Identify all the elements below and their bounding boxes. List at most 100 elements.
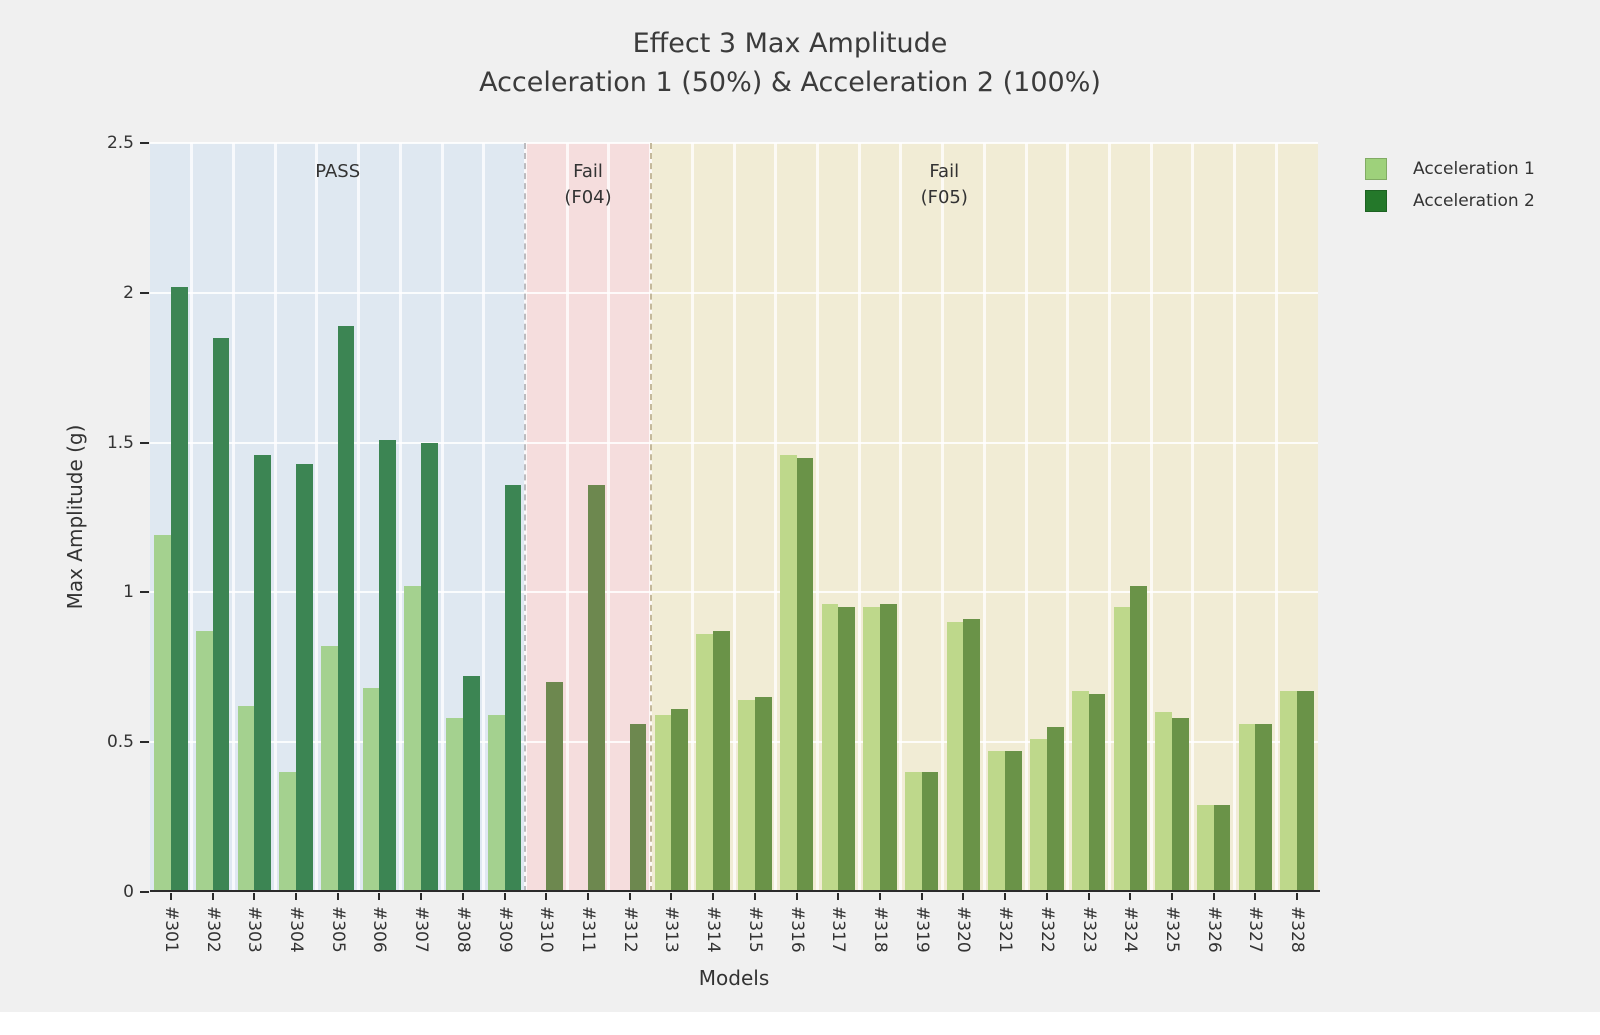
bar-accel1-325: [1155, 712, 1172, 892]
v-gridline: [231, 143, 235, 892]
chart-title: Effect 3 Max Amplitude Acceleration 1 (5…: [0, 24, 1580, 102]
x-tick-mark: [670, 893, 673, 900]
v-gridline: [1191, 143, 1195, 892]
bar-accel2-303: [254, 454, 271, 892]
bar-accel2-322: [1046, 727, 1064, 892]
x-tick-label: #301: [160, 906, 181, 953]
y-tick-mark: [140, 142, 149, 144]
bar-accel1-308: [446, 718, 463, 892]
v-gridline: [899, 143, 903, 892]
v-gridline: [357, 143, 361, 892]
y-tick-label: 2: [123, 282, 134, 303]
x-tick-mark: [1129, 893, 1132, 900]
x-tick-mark: [1045, 893, 1048, 900]
bar-accel2-321: [1005, 751, 1022, 892]
x-tick-mark: [503, 893, 506, 900]
y-tick-label: 0.5: [106, 732, 134, 753]
y-tick-label: 1: [123, 582, 134, 603]
bar-accel2-315: [754, 697, 772, 892]
legend-swatch-acceleration-2: [1365, 190, 1387, 212]
legend-row-acceleration-1: Acceleration 1: [1365, 158, 1535, 180]
bar-accel1-306: [362, 688, 380, 892]
x-axis-line: [150, 890, 1320, 892]
legend-row-acceleration-2: Acceleration 2: [1365, 190, 1535, 212]
x-tick-label: #328: [1287, 906, 1308, 953]
plot-area: PASS Fail (F04) Fail (F05): [150, 142, 1318, 892]
x-tick-mark: [169, 893, 172, 900]
x-tick-label: #312: [619, 906, 640, 953]
bar-accel2-301: [170, 286, 188, 892]
bar-accel2-308: [462, 676, 480, 892]
y-tick-label: 1.5: [106, 432, 134, 453]
bar-accel2-320: [963, 619, 981, 892]
x-tick-mark: [837, 893, 840, 900]
bar-accel1-317: [821, 604, 839, 892]
bar-accel1-309: [487, 715, 505, 892]
bar-accel2-325: [1172, 718, 1189, 892]
v-gridline: [774, 143, 778, 892]
bar-accel1-303: [237, 706, 255, 892]
bar-accel2-311: [588, 484, 605, 892]
x-tick-label: #306: [369, 906, 390, 953]
legend-label-acceleration-1: Acceleration 1: [1413, 159, 1535, 179]
chart-title-line1: Effect 3 Max Amplitude: [632, 28, 948, 59]
x-tick-mark: [545, 893, 548, 900]
bar-accel1-319: [905, 772, 922, 892]
v-gridline: [1233, 143, 1237, 892]
bar-accel2-323: [1088, 694, 1106, 892]
x-tick-label: #313: [661, 906, 682, 953]
x-tick-label: #321: [995, 906, 1016, 953]
bar-accel1-314: [696, 634, 714, 892]
y-tick-label: 0: [123, 882, 134, 902]
bar-accel2-328: [1297, 691, 1314, 892]
bar-accel2-318: [880, 604, 897, 892]
x-tick-label: #323: [1078, 906, 1099, 953]
x-tick-mark: [920, 893, 923, 900]
legend-swatch-acceleration-1: [1365, 158, 1387, 180]
region-label-fail-(f05): Fail (F05): [921, 159, 968, 211]
chart-title-line2: Acceleration 1 (50%) & Acceleration 2 (1…: [479, 67, 1101, 98]
v-gridline: [190, 143, 194, 892]
bar-accel1-328: [1280, 691, 1298, 892]
bar-accel1-313: [654, 715, 672, 892]
bar-accel1-316: [779, 454, 797, 892]
legend-label-acceleration-2: Acceleration 2: [1413, 191, 1535, 211]
x-tick-label: #311: [578, 906, 598, 953]
bar-accel1-318: [863, 607, 880, 892]
x-tick-label: #319: [911, 906, 932, 953]
bar-accel2-305: [337, 325, 355, 892]
x-tick-mark: [336, 893, 339, 900]
bar-accel1-324: [1113, 607, 1131, 892]
x-tick-label: #326: [1203, 906, 1224, 953]
v-gridline: [732, 143, 736, 892]
v-gridline: [1149, 143, 1153, 892]
x-tick-label: #308: [452, 906, 473, 953]
x-tick-label: #310: [536, 906, 557, 953]
v-gridline: [482, 143, 486, 892]
x-tick-label: #327: [1245, 906, 1266, 953]
v-gridline: [607, 143, 611, 892]
bar-accel2-312: [629, 724, 647, 892]
x-tick-label: #302: [202, 906, 223, 953]
v-gridline: [815, 143, 819, 892]
bar-accel1-326: [1197, 805, 1214, 892]
x-tick-mark: [211, 893, 214, 900]
x-tick-mark: [1171, 893, 1173, 900]
y-tick-mark: [140, 891, 149, 893]
bar-accel2-316: [796, 457, 814, 892]
region-label-line: (F04): [564, 187, 612, 208]
bar-accel2-324: [1130, 586, 1147, 892]
y-tick-mark: [140, 291, 149, 294]
x-axis-label: Models: [698, 966, 770, 990]
x-tick-mark: [795, 893, 798, 900]
bar-accel2-309: [504, 484, 522, 892]
region-label-line: PASS: [315, 161, 361, 182]
bar-accel2-304: [296, 463, 313, 892]
x-tick-mark: [628, 893, 631, 900]
region-label-line: Fail: [929, 161, 960, 182]
x-tick-label: #324: [1120, 906, 1141, 953]
v-gridline: [941, 143, 945, 892]
y-tick-mark: [140, 441, 149, 444]
x-tick-mark: [587, 893, 589, 900]
